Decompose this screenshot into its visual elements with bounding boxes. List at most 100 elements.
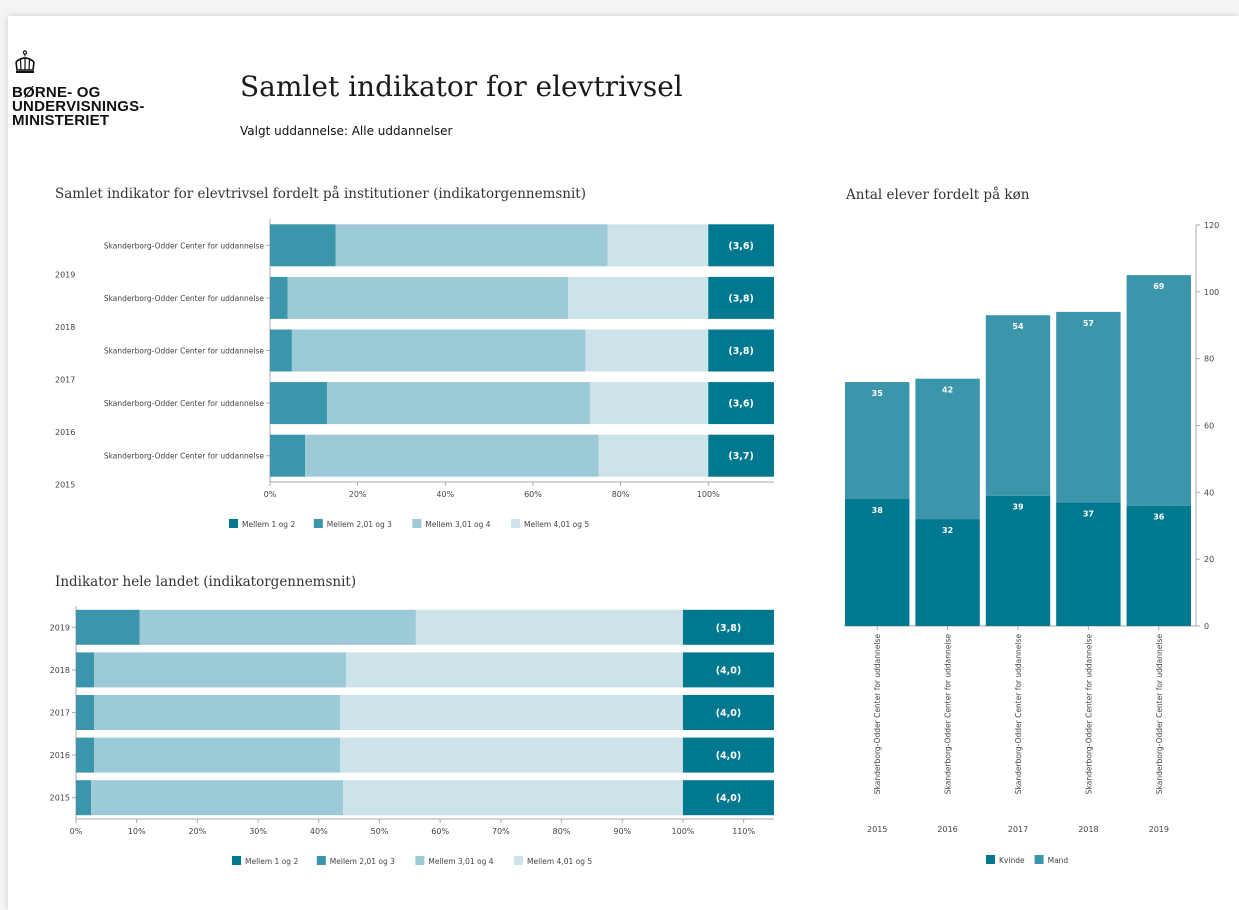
legend-label: Mand	[1048, 856, 1069, 865]
bar-segment	[568, 276, 709, 319]
data-label: 35	[872, 389, 884, 398]
crown-icon	[15, 50, 35, 73]
legend-swatch	[229, 519, 238, 528]
bar-segment	[270, 434, 306, 477]
year-label: 2016	[55, 428, 75, 437]
bar-segment	[607, 224, 709, 267]
institution-label: Skanderborg-Odder Center for uddannelse	[104, 347, 265, 356]
bar-segment	[76, 609, 140, 645]
bar-segment	[915, 378, 980, 520]
bar-segment	[598, 434, 709, 477]
average-label: (4,0)	[716, 665, 742, 676]
bar-segment	[270, 276, 288, 319]
institution-label: Skanderborg-Odder Center for uddannelse	[944, 634, 953, 795]
bar-segment	[915, 519, 980, 626]
data-label: 32	[942, 526, 953, 535]
legend-swatch	[415, 856, 425, 865]
year-label: 2019	[55, 270, 75, 279]
x-tick-label: 90%	[613, 827, 631, 836]
x-tick-label: 100%	[672, 827, 695, 836]
legend-swatch	[514, 856, 523, 865]
charts-canvas: (3,6) Skanderborg-Odder Center for uddann…	[50, 219, 1219, 866]
average-label: (4,0)	[716, 708, 742, 719]
gender-chart-title: Antal elever fordelt på køn	[846, 187, 1030, 203]
bar-segment	[287, 276, 569, 319]
institution-label: Skanderborg-Odder Center for uddannelse	[1155, 634, 1164, 795]
bar-segment	[845, 499, 910, 626]
bar-segment	[94, 695, 341, 730]
x-tick-label: 0%	[264, 490, 277, 499]
average-label: (4,0)	[716, 751, 742, 762]
bar-segment	[139, 609, 416, 645]
bar-segment	[91, 780, 344, 816]
legend-swatch	[412, 519, 422, 528]
bar-segment	[305, 434, 599, 477]
legend-label: Mellem 3,01 og 4	[425, 520, 490, 529]
report-page: BØRNE- OG UNDERVISNINGS- MINISTERIET Sam…	[8, 16, 1239, 910]
bar-segment	[589, 382, 709, 425]
x-tick-label: 110%	[732, 827, 755, 836]
x-tick-label: 2017	[1008, 825, 1028, 834]
data-label: 38	[872, 506, 884, 515]
bar-segment	[270, 224, 336, 267]
average-label: (3,8)	[716, 623, 742, 634]
logo-line: UNDERVISNINGS-	[12, 98, 145, 115]
y-tick-label: 120	[1204, 221, 1219, 230]
x-tick-label: 40%	[436, 490, 454, 499]
bar-segment	[985, 495, 1051, 626]
bar-segment	[1056, 311, 1121, 503]
legend-label: Mellem 1 og 2	[245, 857, 298, 866]
national-chart-title: Indikator hele landet (indikatorgennemsn…	[55, 574, 357, 590]
bar-segment	[326, 382, 590, 425]
data-label: 37	[1083, 509, 1094, 518]
bar-segment	[76, 652, 95, 688]
data-label: 54	[1012, 322, 1024, 331]
average-box	[708, 224, 774, 267]
bar-segment	[76, 737, 95, 773]
year-label: 2019	[50, 623, 70, 632]
legend-swatch	[986, 855, 995, 864]
x-tick-label: 2015	[867, 825, 887, 834]
bar-segment	[340, 695, 683, 730]
x-tick-label: 70%	[492, 827, 510, 836]
average-box	[682, 695, 774, 730]
ministry-logo: BØRNE- OG UNDERVISNINGS- MINISTERIET	[12, 50, 202, 128]
year-label: 2016	[50, 751, 70, 760]
bar-segment	[340, 737, 683, 773]
bar-segment	[76, 695, 95, 730]
x-tick-label: 60%	[431, 827, 449, 836]
y-tick-label: 0	[1204, 622, 1209, 631]
average-label: (4,0)	[716, 793, 742, 804]
y-tick-label: 80	[1204, 355, 1214, 364]
average-box	[682, 737, 774, 773]
logo-line: BØRNE- OG	[12, 84, 101, 101]
institution-chart-title: Samlet indikator for elevtrivsel fordelt…	[55, 186, 587, 202]
x-tick-label: 20%	[189, 827, 207, 836]
legend-label: Mellem 4,01 og 5	[527, 857, 592, 866]
average-box	[708, 329, 774, 372]
data-label: 69	[1153, 282, 1165, 291]
selected-education: Valgt uddannelse: Alle uddannelser	[240, 124, 453, 138]
y-tick-label: 40	[1204, 488, 1214, 497]
average-box	[682, 652, 774, 688]
bar-segment	[346, 652, 683, 688]
x-tick-label: 100%	[697, 490, 720, 499]
average-label: (3,6)	[728, 241, 754, 252]
institution-label: Skanderborg-Odder Center for uddannelse	[1014, 634, 1023, 795]
legend-swatch	[313, 519, 323, 528]
data-label: 36	[1153, 513, 1165, 522]
bar-segment	[985, 315, 1051, 496]
legend-label: Mellem 4,01 og 5	[524, 520, 589, 529]
average-label: (3,8)	[728, 293, 754, 304]
average-label: (3,7)	[728, 451, 754, 462]
logo-line: MINISTERIET	[12, 112, 110, 129]
data-label: 39	[1012, 503, 1024, 512]
legend-label: Kvinde	[999, 856, 1025, 865]
bar-segment	[270, 382, 327, 425]
bar-segment	[845, 382, 910, 500]
institution-label: Skanderborg-Odder Center for uddannelse	[104, 399, 265, 408]
bar-segment	[343, 780, 683, 816]
x-tick-label: 40%	[310, 827, 328, 836]
bar-segment	[1056, 502, 1121, 626]
x-tick-label: 60%	[524, 490, 542, 499]
